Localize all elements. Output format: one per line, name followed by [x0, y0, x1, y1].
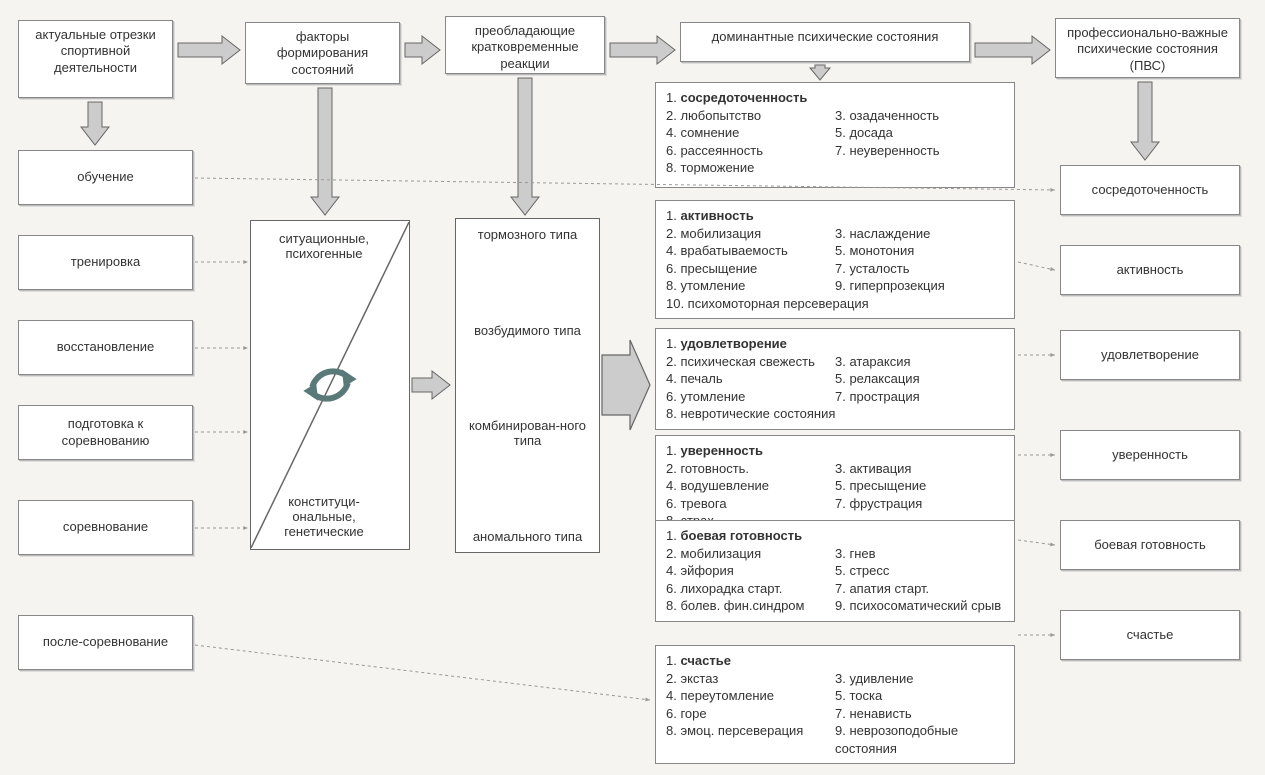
dominant-item: 7. ненависть [835, 705, 1004, 723]
dominant-item: 5. тоска [835, 687, 1004, 705]
dominant-item: 2. готовность. [666, 460, 835, 478]
dominant-item: 9. психосоматический срыв [835, 597, 1004, 615]
type-item: аномального типа [462, 529, 593, 544]
dominant-item: 2. мобилизация [666, 545, 835, 563]
left-node-l2: тренировка [18, 235, 193, 290]
left-node-l5: соревнование [18, 500, 193, 555]
dominant-item: 3. наслаждение [835, 225, 1004, 243]
dominant-item: уверенность [680, 443, 763, 458]
dominant-item: 8. болев. фин.синдром [666, 597, 835, 615]
dominant-item: боевая готовность [680, 528, 802, 543]
dominant-item: 8. невротические состояния [666, 405, 1004, 423]
header-node-h4: доминантные психические состояния [680, 22, 970, 62]
dominant-item: 4. водушевление [666, 477, 835, 495]
dominant-item: 8. эмоц. персеверация [666, 722, 835, 757]
dominant-item: 9. гиперпрозекция [835, 277, 1004, 295]
right-node-r1: сосредоточенность [1060, 165, 1240, 215]
dominant-item: 3. озадаченность [835, 107, 1004, 125]
dominant-list-d2: 1. активность2. мобилизация3. наслаждени… [655, 200, 1015, 319]
dominant-item: 8. торможение [666, 159, 1004, 177]
dominant-list-d1: 1. сосредоточенность2. любопытство3. оза… [655, 82, 1015, 188]
dominant-item: 3. атараксия [835, 353, 1004, 371]
dominant-item: 3. активация [835, 460, 1004, 478]
right-node-r6: счастье [1060, 610, 1240, 660]
dominant-item: 6. лихорадка старт. [666, 580, 835, 598]
dominant-list-d5: 1. боевая готовность2. мобилизация3. гне… [655, 520, 1015, 622]
dominant-item: удовлетворение [680, 336, 786, 351]
dominant-item: 9. неврозоподобные состояния [835, 722, 1004, 757]
dominant-item: 8. утомление [666, 277, 835, 295]
dominant-item: 4. печаль [666, 370, 835, 388]
right-node-r4: уверенность [1060, 430, 1240, 480]
dominant-item: 5. досада [835, 124, 1004, 142]
left-node-l1: обучение [18, 150, 193, 205]
header-node-h2: факторы формирования состояний [245, 22, 400, 84]
dominant-item: 10. психомоторная персеверация [666, 295, 1004, 313]
dominant-list-d6: 1. счастье2. экстаз3. удивление4. переут… [655, 645, 1015, 764]
header-node-h1: актуальные отрезки спортивной деятельнос… [18, 20, 173, 98]
dominant-item: активность [680, 208, 753, 223]
dominant-list-d3: 1. удовлетворение2. психическая свежесть… [655, 328, 1015, 430]
dominant-item: 4. врабатываемость [666, 242, 835, 260]
dominant-item: 7. неуверенность [835, 142, 1004, 160]
header-node-h3: преобладающие кратковременные реакции [445, 16, 605, 74]
right-node-r2: активность [1060, 245, 1240, 295]
dominant-item: 6. утомление [666, 388, 835, 406]
dominant-item: 2. любопытство [666, 107, 835, 125]
dominant-item: 6. тревога [666, 495, 835, 513]
dominant-item: 6. рассеянность [666, 142, 835, 160]
factors-top-label: ситуационные, психогенные [259, 231, 389, 261]
dominant-item: счастье [680, 653, 731, 668]
dominant-item: сосредоточенность [680, 90, 807, 105]
dominant-item: 2. мобилизация [666, 225, 835, 243]
dominant-item: 5. пресыщение [835, 477, 1004, 495]
header-node-h5: профессионально-важные психические состо… [1055, 18, 1240, 78]
right-node-r5: боевая готовность [1060, 520, 1240, 570]
dominant-item: 2. психическая свежесть [666, 353, 835, 371]
factors-box: ситуационные, психогенные конституци-она… [250, 220, 410, 550]
dominant-item: 7. усталость [835, 260, 1004, 278]
right-node-r3: удовлетворение [1060, 330, 1240, 380]
dominant-item: 3. удивление [835, 670, 1004, 688]
dominant-item: 5. монотония [835, 242, 1004, 260]
factors-bottom-label: конституци-ональные, генетические [259, 494, 389, 539]
type-item: комбинирован-ного типа [462, 418, 593, 448]
dominant-item: 5. релаксация [835, 370, 1004, 388]
dominant-item: 6. пресыщение [666, 260, 835, 278]
dominant-item: 5. стресс [835, 562, 1004, 580]
dominant-item: 4. сомнение [666, 124, 835, 142]
left-node-l6: после-соревнование [18, 615, 193, 670]
types-box: тормозного типа возбудимого типа комбиниро… [455, 218, 600, 553]
dominant-item: 7. апатия старт. [835, 580, 1004, 598]
type-item: возбудимого типа [462, 323, 593, 338]
left-node-l3: восстановление [18, 320, 193, 375]
dominant-item: 4. переутомление [666, 687, 835, 705]
dominant-item: 7. фрустрация [835, 495, 1004, 513]
dominant-item: 7. прострация [835, 388, 1004, 406]
dominant-item: 6. горе [666, 705, 835, 723]
dominant-item: 2. экстаз [666, 670, 835, 688]
dominant-item: 3. гнев [835, 545, 1004, 563]
left-node-l4: подготовка к соревнованию [18, 405, 193, 460]
type-item: тормозного типа [462, 227, 593, 242]
dominant-item: 4. эйфория [666, 562, 835, 580]
